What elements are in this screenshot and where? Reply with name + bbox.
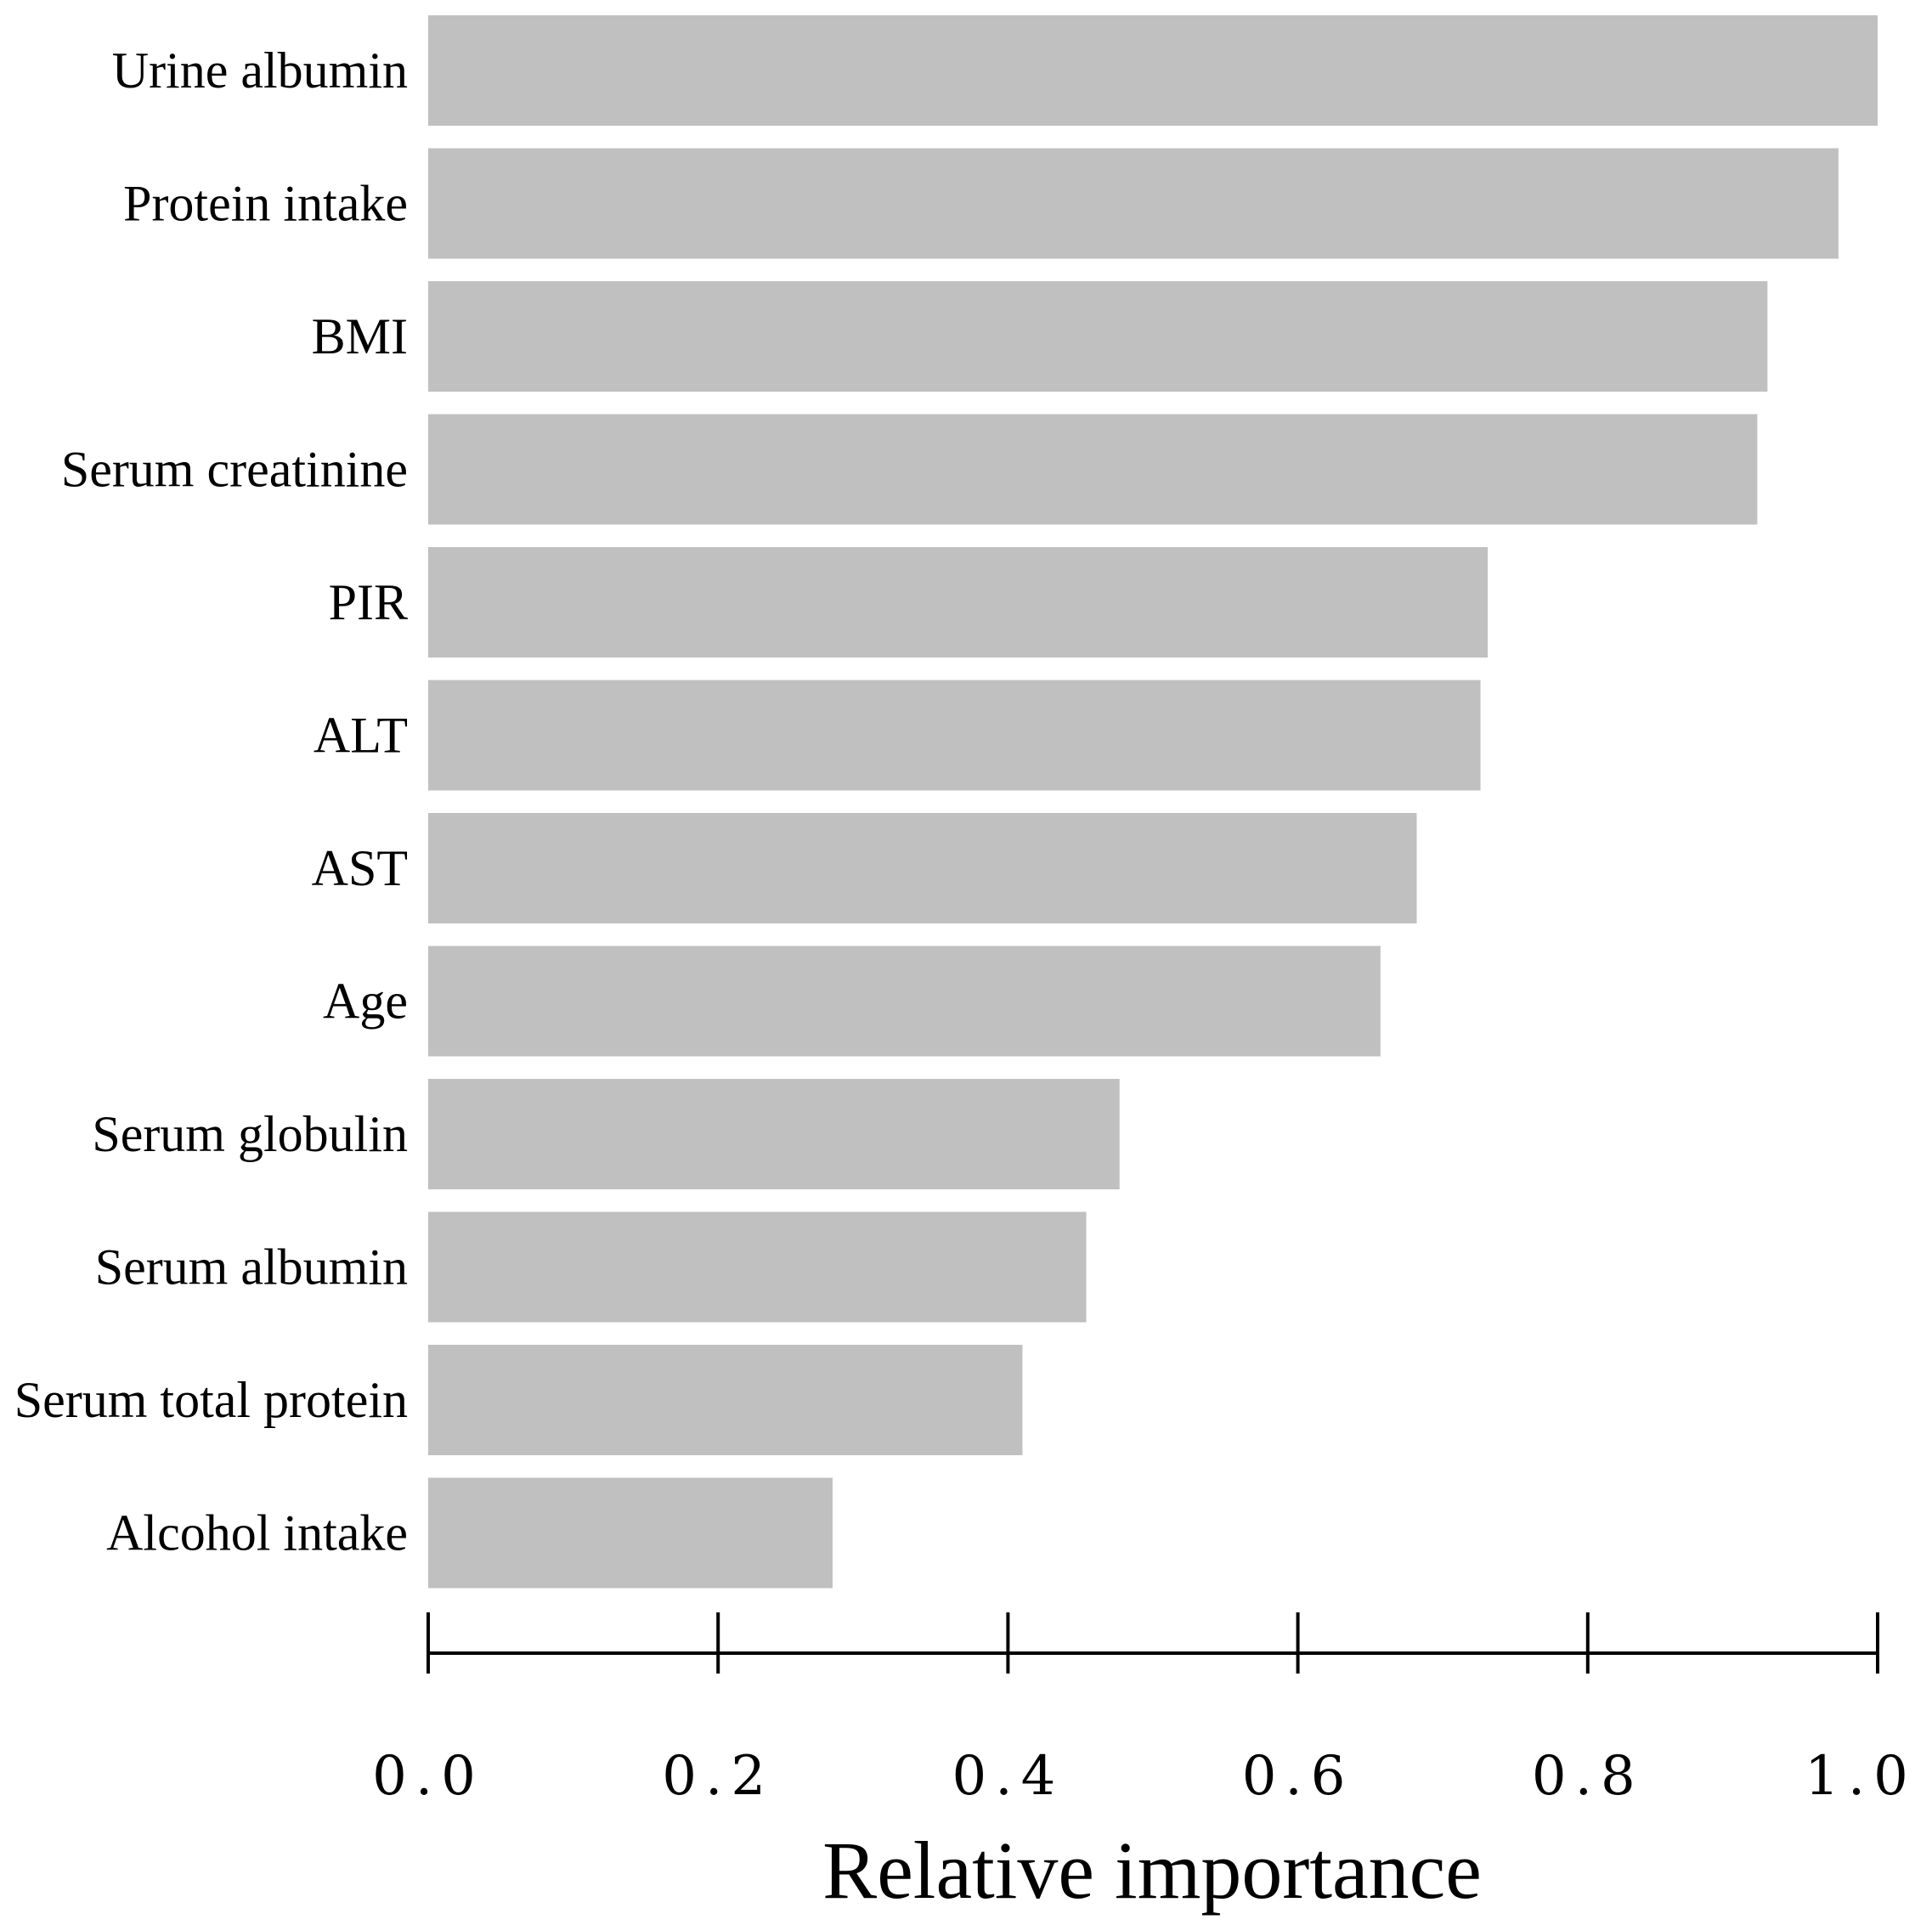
category-label: Age <box>323 974 408 1030</box>
bar <box>428 547 1489 658</box>
category-label: Protein intake <box>123 176 408 232</box>
category-label: Serum albumin <box>95 1239 408 1296</box>
bar <box>428 946 1381 1057</box>
x-tick-label: 0.8 <box>1532 1745 1644 1808</box>
category-label: Alcohol intake <box>106 1505 408 1561</box>
category-label: Serum globulin <box>92 1106 408 1162</box>
bar <box>428 1477 833 1589</box>
x-tick-label: 0.4 <box>952 1745 1065 1808</box>
category-label: PIR <box>329 574 408 630</box>
x-tick-label: 1.0 <box>1805 1745 1917 1808</box>
x-tick-label: 0.2 <box>662 1745 774 1808</box>
category-label: AST <box>312 840 408 896</box>
bar <box>428 1345 1023 1455</box>
bar <box>428 1079 1120 1189</box>
bar <box>428 1211 1087 1323</box>
bar <box>428 15 1878 126</box>
x-ticks-group <box>427 1612 1879 1674</box>
bar <box>428 148 1839 259</box>
category-label: Urine albumin <box>112 42 408 99</box>
bars-group <box>428 15 1878 1589</box>
x-axis: 0.0 0.2 0.4 0.6 0.8 1.0 <box>372 1612 1917 1808</box>
bar <box>428 414 1758 525</box>
x-tick-label: 0.6 <box>1242 1745 1354 1808</box>
x-tick-label: 0.0 <box>372 1745 484 1808</box>
category-label: Serum total protein <box>14 1372 408 1428</box>
category-label: ALT <box>314 708 408 764</box>
x-axis-title: Relative importance <box>822 1825 1482 1916</box>
x-tick-labels-group: 0.0 0.2 0.4 0.6 0.8 1.0 <box>372 1745 1917 1808</box>
bar <box>428 680 1481 791</box>
category-label: Serum creatinine <box>61 442 408 498</box>
bar <box>428 813 1417 923</box>
category-label: BMI <box>312 308 408 364</box>
category-labels-group: Urine albumin Protein intake BMI Serum crea… <box>14 42 408 1561</box>
bar <box>428 281 1768 392</box>
